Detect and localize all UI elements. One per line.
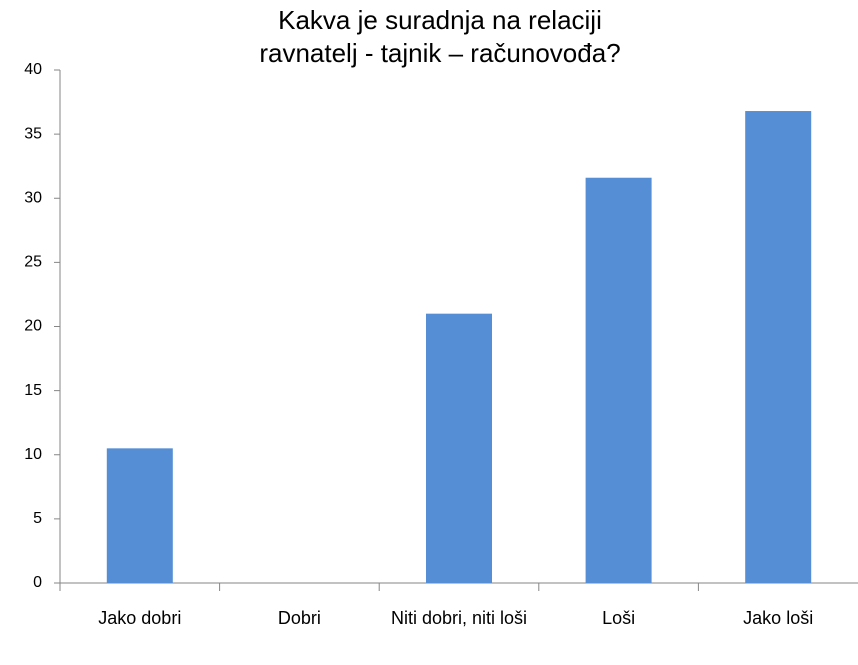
x-tick-label: Loši (602, 608, 636, 628)
bar (426, 313, 492, 583)
x-tick-label: Dobri (277, 608, 321, 628)
bar (106, 448, 173, 583)
x-tick-label: Jako loši (743, 608, 814, 628)
y-tick-label: 40 (24, 61, 42, 78)
y-tick-label: 20 (24, 318, 42, 335)
y-tick-label: 25 (24, 254, 42, 271)
y-tick-label: 15 (24, 382, 42, 399)
y-tick-label: 10 (24, 446, 42, 463)
x-tick-label: Niti dobri, niti loši (390, 608, 528, 628)
y-tick-label: 5 (33, 510, 42, 527)
chart-title: ravnatelj - tajnik – računovođa? (259, 38, 620, 68)
y-tick-label: 35 (24, 125, 42, 142)
y-tick-label: 30 (24, 189, 42, 206)
bar (745, 111, 812, 583)
chart-title: Kakva je suradnja na relaciji (278, 5, 602, 35)
bar (585, 177, 652, 584)
y-tick-label: 0 (33, 574, 42, 591)
x-tick-label: Jako dobri (98, 608, 182, 628)
